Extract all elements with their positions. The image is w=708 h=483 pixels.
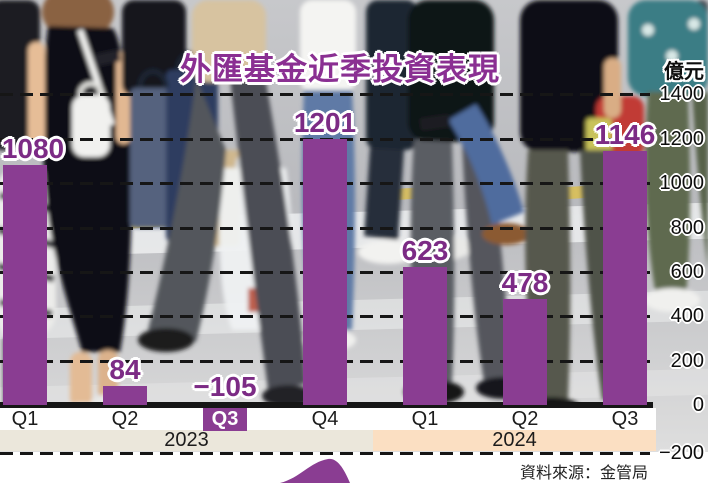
x-axis-label: Q1 <box>411 408 439 430</box>
x-axis-label: Q2 <box>511 408 539 430</box>
y-axis-tick-label: 1200 <box>659 128 705 150</box>
y-axis-tick-label: 1400 <box>659 83 705 105</box>
x-axis-baseline <box>0 402 653 408</box>
bar-value-label: 1201 <box>293 107 357 138</box>
bar-value-label: 1080 <box>1 133 65 164</box>
x-axis-label: Q4 <box>311 408 339 430</box>
bar-value-label: −105 <box>193 371 257 402</box>
source-note: 資料來源：金管局 <box>519 465 648 482</box>
y-axis-tick-label: 600 <box>670 261 704 283</box>
decorative-curve <box>280 458 350 483</box>
bar-value-label: 478 <box>501 267 549 298</box>
bar-value-label: 84 <box>109 354 141 385</box>
y-axis-tick-label: 400 <box>670 305 704 327</box>
bar <box>303 139 347 405</box>
x-axis-label: Q1 <box>11 408 39 430</box>
bar <box>403 267 447 405</box>
x-axis-label: Q2 <box>111 408 139 430</box>
y-axis-tick-label: 1000 <box>659 172 705 194</box>
chart-title: 外匯基金近季投資表現 <box>180 52 500 87</box>
y-axis-tick-label: 200 <box>670 350 704 372</box>
y-axis-tick-label: 800 <box>670 217 704 239</box>
x-axis-label: Q3 <box>211 408 239 430</box>
y-axis-unit-label: 億元 <box>664 61 704 83</box>
bar-value-label: 623 <box>401 235 449 266</box>
bar <box>603 151 647 405</box>
gridline <box>0 93 650 96</box>
bar <box>3 165 47 405</box>
year-band-2023: 2023 <box>0 430 373 451</box>
bar <box>103 386 147 405</box>
gridline <box>0 452 650 455</box>
year-band-2024: 2024 <box>373 430 656 451</box>
bar <box>203 408 247 431</box>
x-axis-label: Q3 <box>611 408 639 430</box>
y-axis-tick-label: −200 <box>658 442 704 464</box>
y-axis-tick-label: 0 <box>692 394 704 416</box>
bar <box>503 299 547 405</box>
bar-value-label: 1146 <box>594 119 656 150</box>
x-axis-strip <box>0 408 656 430</box>
